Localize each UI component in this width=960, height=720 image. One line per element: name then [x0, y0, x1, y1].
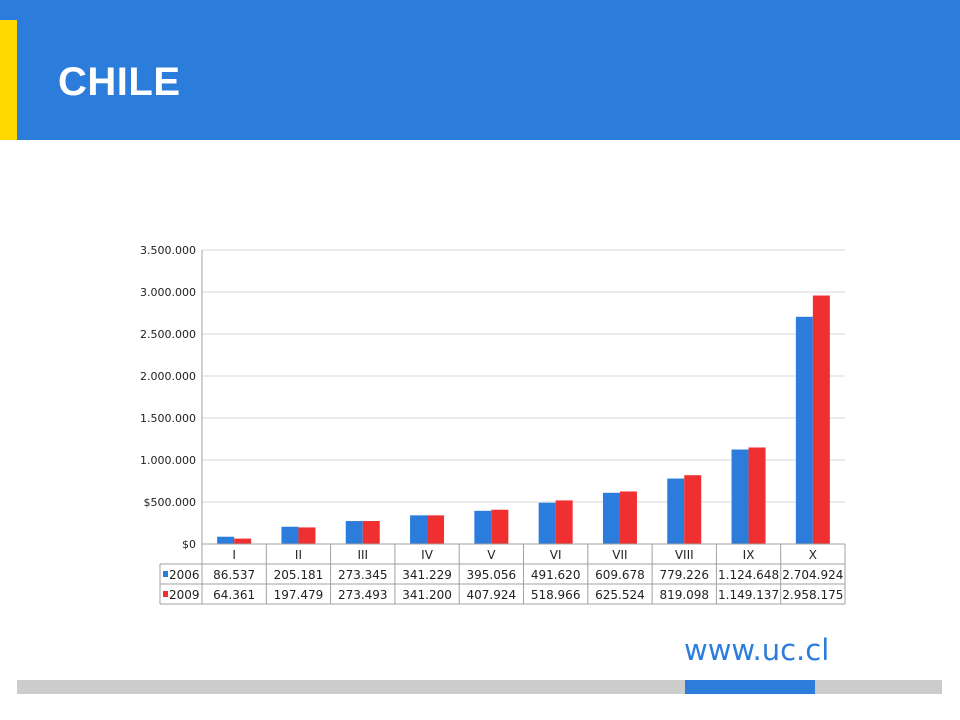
x-tick-label: IV — [421, 548, 434, 562]
bar-2009 — [812, 295, 830, 544]
data-label: 819.098 — [659, 588, 709, 602]
y-tick-label: 2.000.000 — [140, 370, 196, 383]
x-tick-label: X — [809, 548, 817, 562]
data-label: 86.537 — [213, 568, 255, 582]
data-label: 2.704.924 — [782, 568, 843, 582]
y-tick-label: 1.000.000 — [140, 454, 196, 467]
data-label: 197.479 — [274, 588, 324, 602]
bar-2009 — [427, 515, 445, 544]
data-label: 273.493 — [338, 588, 388, 602]
x-tick-label: VIII — [675, 548, 694, 562]
x-tick-label: III — [357, 548, 368, 562]
y-tick-label: 2.500.000 — [140, 328, 196, 341]
y-tick-label: 3.500.000 — [140, 244, 196, 257]
data-label: 273.345 — [338, 568, 388, 582]
data-label: 1.149.137 — [718, 588, 779, 602]
x-tick-label: V — [487, 548, 496, 562]
y-tick-label: $500.000 — [144, 496, 197, 509]
data-label: 341.229 — [402, 568, 452, 582]
data-label: 205.181 — [274, 568, 324, 582]
bar-2009 — [748, 447, 766, 544]
data-label: 64.361 — [213, 588, 255, 602]
bar-2006 — [410, 515, 428, 544]
bar-2006 — [667, 478, 685, 544]
bar-2006 — [217, 536, 235, 544]
data-label: 395.056 — [467, 568, 517, 582]
x-tick-label: I — [232, 548, 236, 562]
data-label: 2.958.175 — [782, 588, 843, 602]
y-tick-label: $0 — [182, 538, 196, 551]
data-label: 779.226 — [659, 568, 709, 582]
x-tick-label: VI — [550, 548, 562, 562]
bar-2009 — [684, 475, 702, 544]
bar-2006 — [538, 502, 556, 544]
bar-2009 — [619, 491, 637, 544]
data-label: 518.966 — [531, 588, 581, 602]
bar-2009 — [362, 521, 380, 544]
bottom-bar-accent — [685, 680, 815, 694]
x-tick-label: VII — [612, 548, 627, 562]
legend-swatch-2006 — [163, 571, 168, 577]
legend-label: 2006 — [169, 568, 200, 582]
data-label: 491.620 — [531, 568, 581, 582]
bar-2006 — [795, 316, 813, 544]
data-label: 1.124.648 — [718, 568, 779, 582]
bar-2006 — [281, 526, 299, 544]
legend-swatch-2009 — [163, 591, 168, 597]
data-label: 407.924 — [467, 588, 517, 602]
y-tick-label: 3.000.000 — [140, 286, 196, 299]
bar-2009 — [298, 527, 316, 544]
bar-2006 — [474, 510, 492, 544]
page-title: CHILE — [58, 60, 181, 104]
data-label: 341.200 — [402, 588, 452, 602]
data-label: 609.678 — [595, 568, 645, 582]
x-tick-label: II — [295, 548, 302, 562]
website-link[interactable]: www.uc.cl — [684, 633, 830, 667]
y-tick-label: 1.500.000 — [140, 412, 196, 425]
bar-2009 — [234, 538, 252, 544]
x-tick-label: IX — [743, 548, 755, 562]
bar-2009 — [491, 509, 509, 544]
header-bar — [0, 0, 960, 140]
bar-2006 — [602, 492, 620, 544]
header-accent-stripe — [0, 20, 17, 140]
data-label: 625.524 — [595, 588, 645, 602]
bar-2006 — [731, 449, 749, 544]
bar-2006 — [345, 521, 363, 544]
legend-label: 2009 — [169, 588, 200, 602]
bar-2009 — [555, 500, 573, 544]
